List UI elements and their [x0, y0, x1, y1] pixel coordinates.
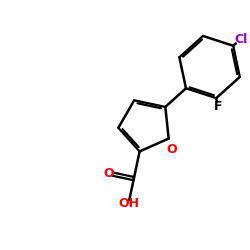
Text: OH: OH — [118, 197, 139, 210]
Text: Cl: Cl — [234, 33, 247, 46]
Text: O: O — [104, 167, 114, 180]
Text: O: O — [167, 142, 177, 156]
Text: F: F — [214, 100, 222, 112]
